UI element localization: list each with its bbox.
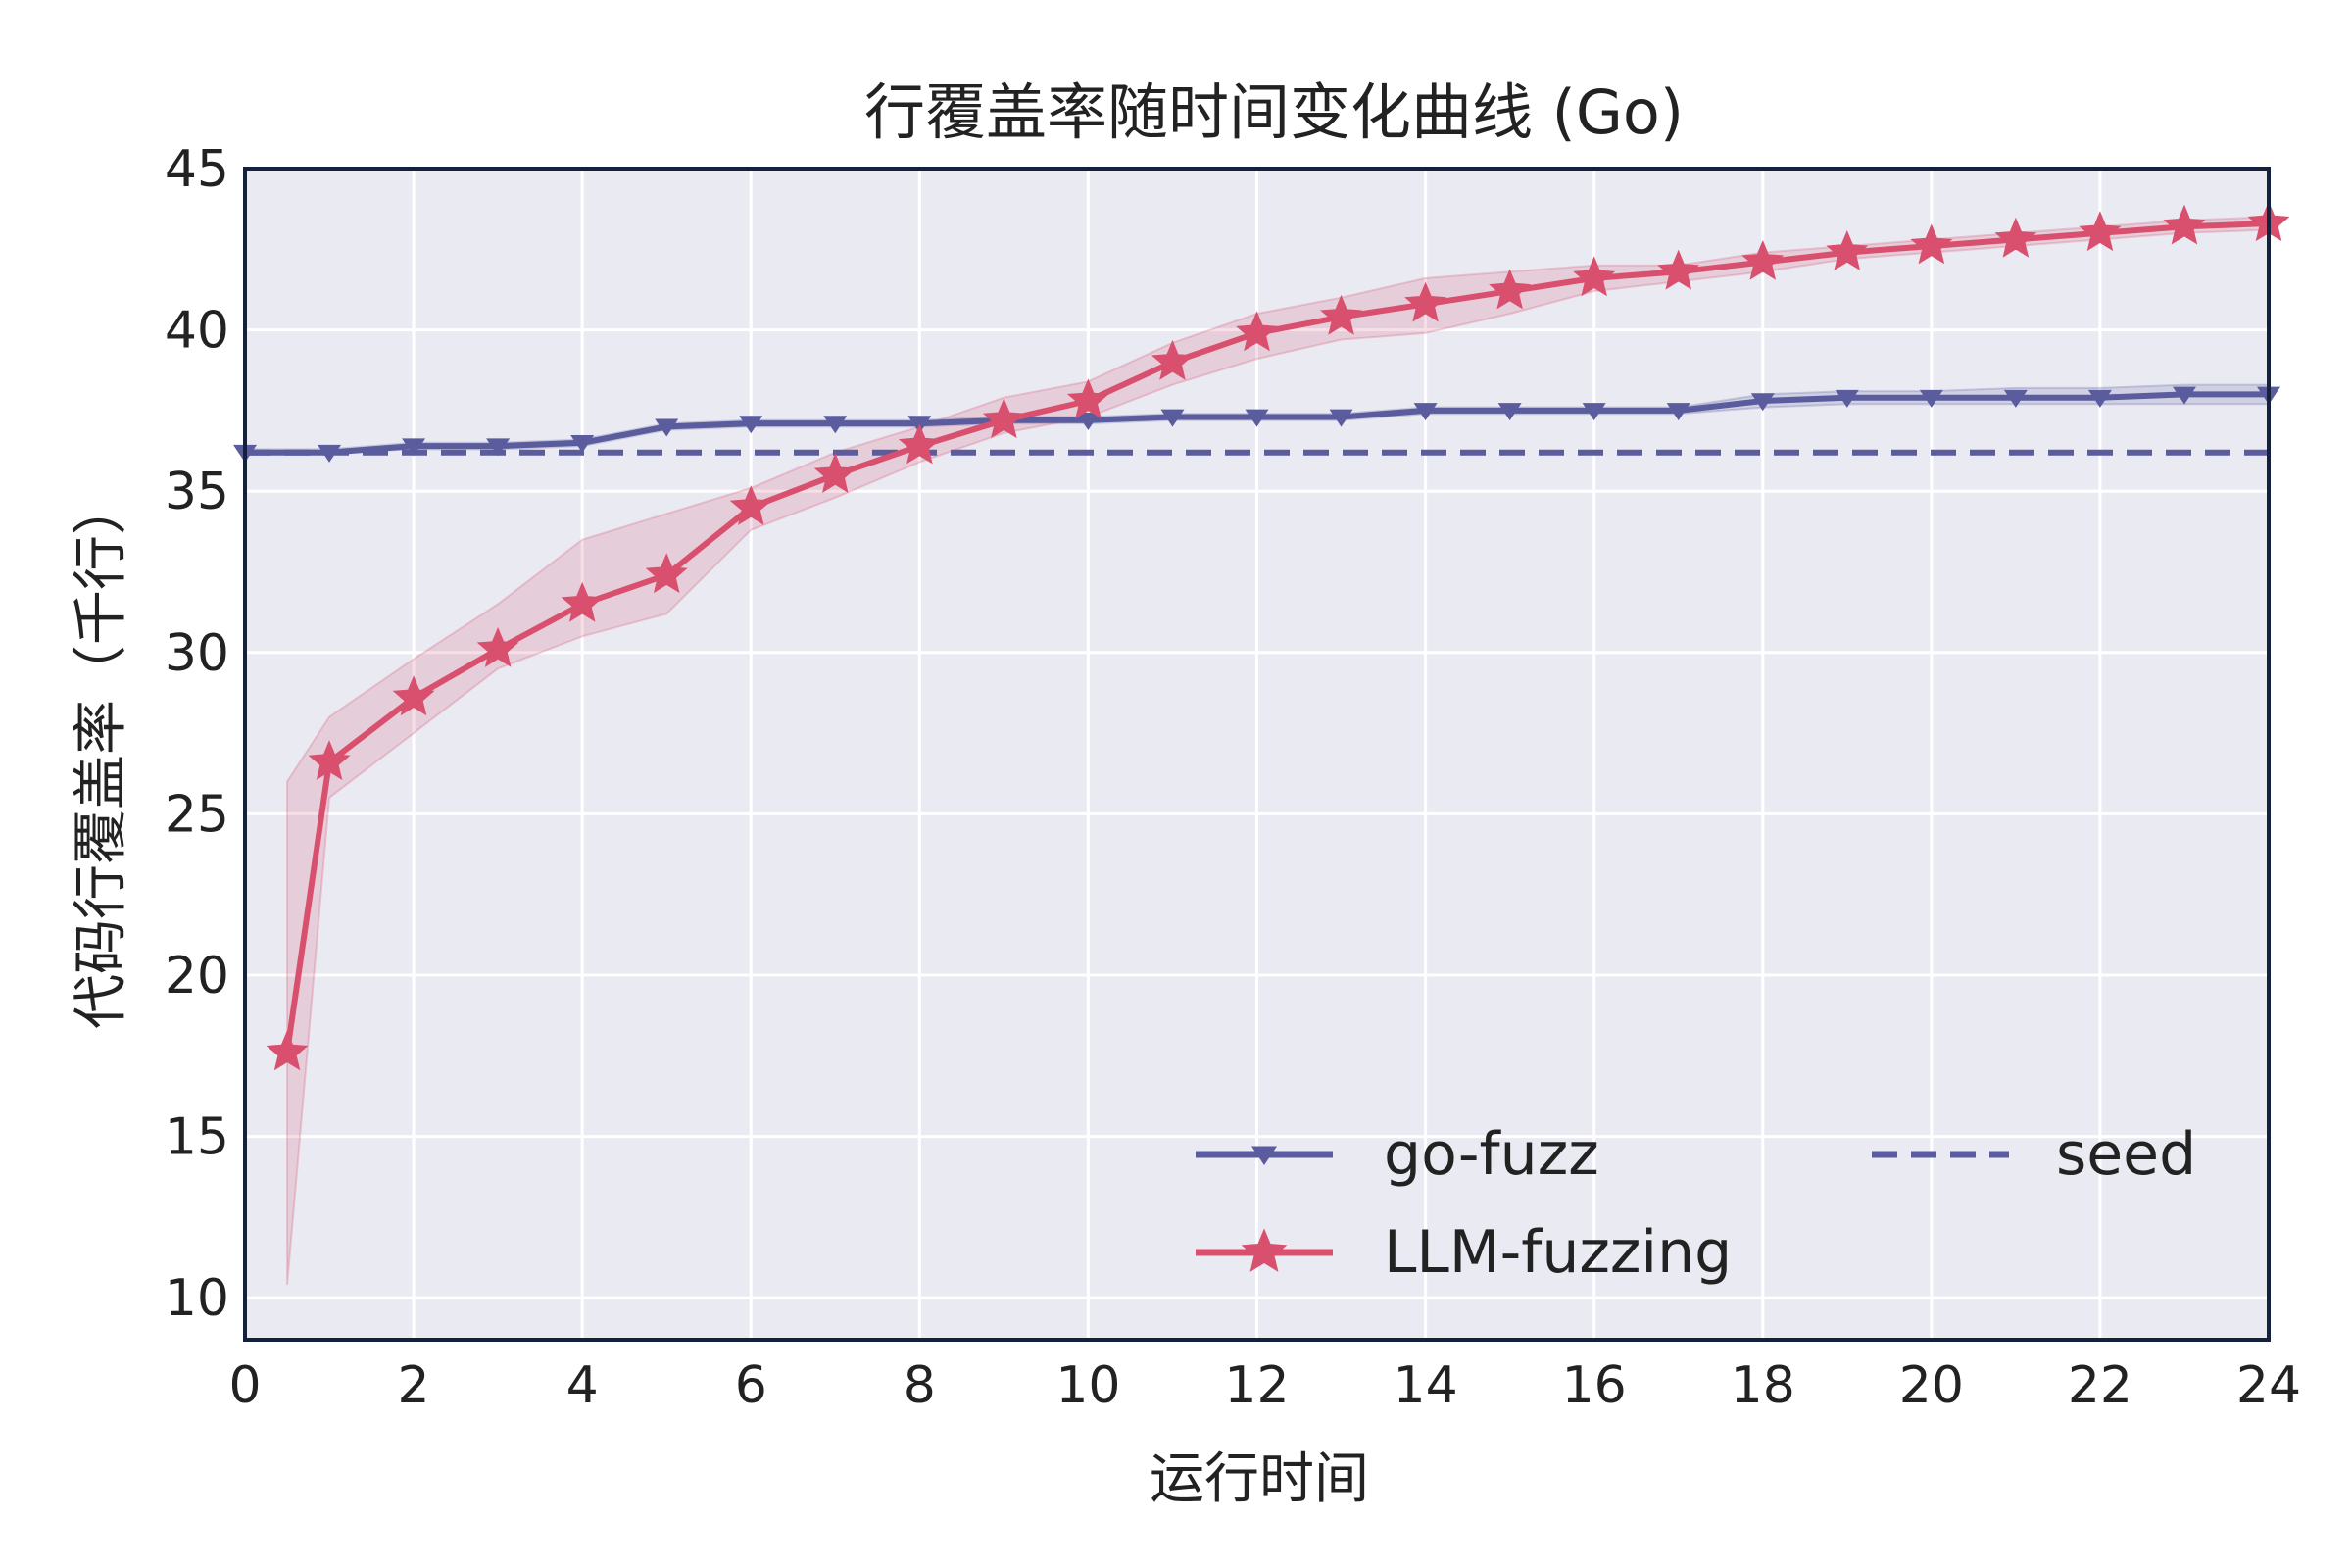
legend-go-fuzz-label: go-fuzz	[1384, 1120, 1599, 1189]
y-tick-label: 25	[165, 785, 229, 844]
go-fuzz-point	[570, 435, 595, 454]
x-tick-label: 8	[904, 1356, 936, 1415]
y-axis-label: 代码行覆盖率（千行）	[70, 480, 133, 1029]
y-tick-labels: 10 15 20 25 30 35 40 45	[165, 140, 229, 1328]
x-tick-label: 6	[735, 1356, 767, 1415]
go-fuzz-point	[1329, 409, 1353, 427]
go-fuzz-point	[739, 416, 763, 434]
x-tick-label: 22	[2068, 1356, 2132, 1415]
llm-fuzzing-point	[729, 485, 772, 525]
legend-llm-fuzzing-label: LLM-fuzzing	[1384, 1218, 1732, 1287]
llm-fuzzing-point	[898, 423, 941, 465]
chart-title: 行覆盖率随时间变化曲线 (Go)	[864, 76, 1684, 148]
llm-fuzzing-point	[1066, 378, 1109, 419]
go-fuzz-point	[1919, 389, 1943, 408]
llm-fuzzing-point	[266, 1030, 309, 1071]
llm-fuzzing-point	[1236, 311, 1278, 352]
llm-fuzzing-point	[2163, 204, 2206, 245]
llm-fuzzing-point	[1741, 239, 1785, 280]
go-fuzz-point	[1582, 403, 1606, 421]
legend-llm-fuzzing-marker	[1241, 1228, 1288, 1272]
x-tick-label: 0	[228, 1356, 261, 1415]
legend-seed-label: seed	[2056, 1120, 2196, 1189]
llm-fuzzing-point	[1320, 294, 1363, 335]
go-fuzz-point	[1666, 403, 1690, 421]
legend-go-fuzz-marker	[1251, 1146, 1277, 1166]
go-fuzz-point	[1245, 409, 1269, 427]
plot-frame	[243, 167, 2271, 1342]
llm-fuzzing-point	[1994, 217, 2037, 258]
grid	[243, 167, 2271, 1340]
x-tick-label: 10	[1055, 1356, 1120, 1415]
x-axis-label: 运行时间	[1150, 1447, 1369, 1511]
x-tick-label: 16	[1562, 1356, 1627, 1415]
series-markers	[233, 201, 2290, 1071]
llm-fuzzing-point	[2079, 211, 2122, 252]
go-fuzz-point	[1750, 393, 1775, 412]
y-tick-label: 15	[165, 1108, 229, 1167]
llm-fuzzing-point	[813, 453, 857, 494]
legend: go-fuzz LLM-fuzzing seed	[1196, 1120, 2196, 1287]
go-fuzz-point	[823, 416, 848, 434]
llm-fuzzing-point	[645, 553, 688, 594]
x-tick-label: 4	[566, 1356, 599, 1415]
go-fuzz-point	[2087, 389, 2112, 408]
llm-fuzzing-point	[476, 626, 519, 667]
y-tick-label: 20	[165, 947, 229, 1005]
y-tick-label: 40	[165, 302, 229, 361]
x-tick-label: 2	[398, 1356, 430, 1415]
llm-fuzzing-point	[1489, 269, 1532, 310]
go-fuzz-point	[1835, 389, 1859, 408]
x-tick-label: 20	[1899, 1356, 1964, 1415]
y-tick-label: 30	[165, 624, 229, 683]
go-fuzz-point	[655, 418, 679, 437]
llm-fuzzing-point	[1826, 230, 1869, 270]
llm-fuzzing-point	[1151, 339, 1194, 380]
llm-fuzzing-point	[561, 581, 604, 622]
y-tick-label: 35	[165, 463, 229, 521]
llm-fuzzing-point	[1910, 223, 1953, 265]
x-tick-labels: 0 2 4 6 8 10 12 14 16 18 20 22 24	[228, 1356, 2301, 1415]
go-fuzz-point	[486, 438, 511, 457]
go-fuzz-point	[2003, 389, 2028, 408]
x-tick-label: 14	[1393, 1356, 1457, 1415]
x-tick-label: 12	[1224, 1356, 1289, 1415]
llm-fuzzing-point	[1657, 249, 1700, 290]
go-fuzz-point	[1076, 412, 1101, 430]
y-tick-label: 45	[165, 140, 229, 199]
x-tick-label: 24	[2236, 1356, 2301, 1415]
go-fuzz-point	[1160, 409, 1185, 427]
go-fuzz-point	[1497, 403, 1522, 421]
llm-fuzzing-point	[308, 740, 351, 781]
go-fuzz-point	[2172, 386, 2196, 405]
llm-fuzzing-point	[982, 398, 1025, 439]
y-tick-label: 10	[165, 1269, 229, 1328]
llm-fuzzing-point	[392, 675, 435, 716]
go-fuzz-point	[1413, 403, 1438, 421]
llm-fuzzing-point	[1573, 256, 1616, 297]
go-fuzz-point	[318, 444, 342, 463]
llm-fuzzing-point	[1404, 281, 1447, 322]
x-tick-label: 18	[1731, 1356, 1795, 1415]
go-fuzz-point	[402, 438, 426, 457]
